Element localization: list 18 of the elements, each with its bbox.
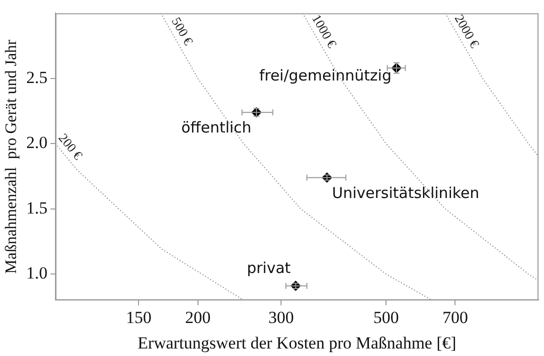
text: 2000 € [452,12,483,51]
y-axis-title: Maßnahmenzahl pro Gerät und Jahr [2,38,20,274]
y-tick-label: 2.5 [26,68,48,87]
y-tick-label: 2.0 [26,133,48,152]
y-tick-label: 1.0 [26,264,48,283]
x-tick-label: 500 [373,308,399,327]
x-tick-label: 700 [442,308,468,327]
annotation: Universitätskliniken [332,184,480,202]
annotation: frei/gemeinnützig [259,66,392,84]
x-tick-label: 300 [268,308,294,327]
annotation: öffentlich [181,118,252,137]
text: 500 € [168,14,197,48]
x-tick-label: 200 [185,308,211,327]
annotation: privat [246,259,291,278]
x-tick-label: 150 [126,308,152,327]
x-axis-title: Erwartungswert der Kosten pro Maßnahme [€] [138,333,456,352]
text: 200 € [56,130,86,163]
y-tick-label: 1.5 [26,198,48,218]
